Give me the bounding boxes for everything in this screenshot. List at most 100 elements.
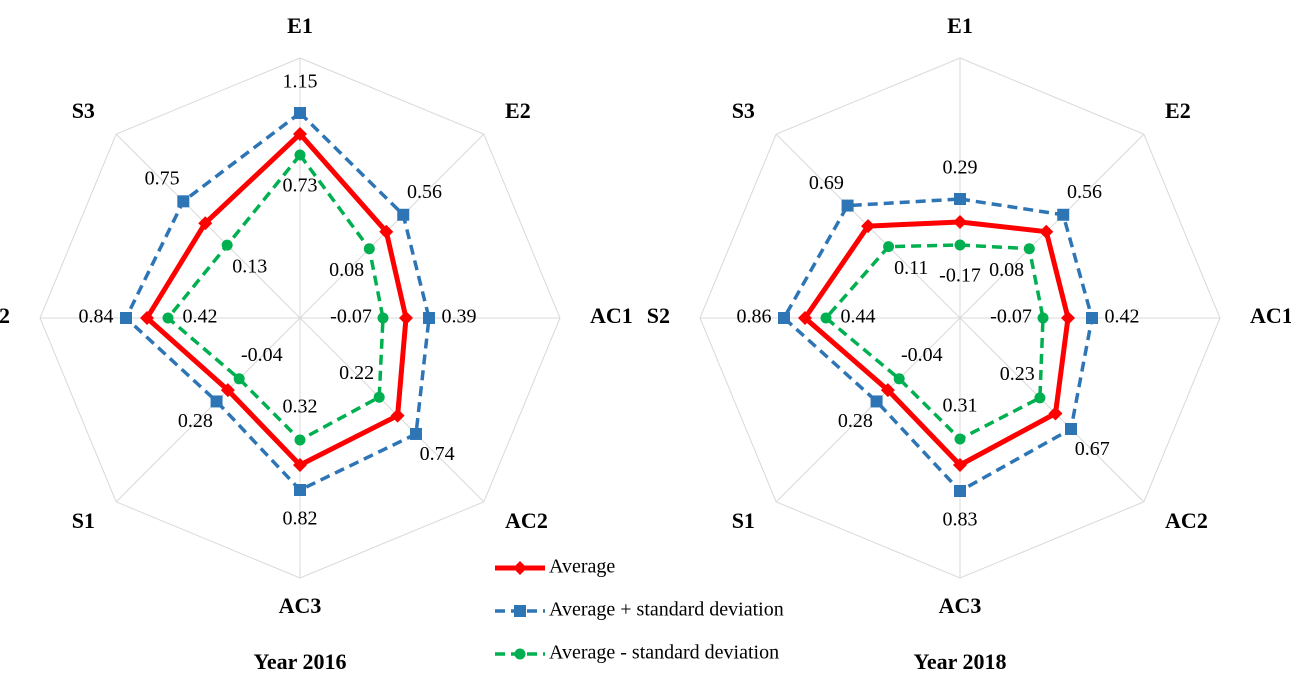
value-label: 0.74 [420,443,455,465]
value-label: 0.28 [838,410,873,432]
value-label: 0.56 [1067,181,1102,203]
marker [379,224,394,239]
value-label: 0.11 [894,257,928,279]
marker [293,458,307,472]
marker [798,311,812,325]
marker [883,241,895,253]
marker [841,199,854,212]
category-label: S2 [0,303,10,328]
marker [294,484,306,496]
value-label: 0.42 [1105,306,1140,328]
value-label: 0.67 [1075,438,1110,460]
marker [399,311,413,325]
marker [210,395,223,408]
category-label: AC2 [505,508,548,533]
marker [1023,243,1035,255]
category-label: E1 [947,13,973,38]
marker [423,312,435,324]
category-label: S3 [732,98,755,123]
legend-label: Average [549,556,615,578]
value-label: 0.08 [989,259,1024,281]
value-label: 0.32 [283,396,318,418]
marker [294,149,306,161]
marker [140,311,154,325]
marker [390,408,405,423]
value-label: 0.29 [943,157,978,179]
marker [1061,311,1075,325]
marker [954,433,966,445]
marker [120,312,132,324]
marker [1086,312,1098,324]
marker [221,239,233,251]
marker [1034,392,1046,404]
marker [198,216,213,231]
marker [954,193,966,205]
category-label: E2 [505,98,531,123]
legend-marker [513,561,527,575]
value-label: -0.07 [330,306,372,328]
marker [893,373,905,385]
spoke [775,317,961,503]
outer-ring [39,57,561,579]
category-label: AC3 [279,593,322,618]
marker [778,312,790,324]
category-label: E2 [1165,98,1191,123]
value-label: 0.31 [943,395,978,417]
value-label: -0.04 [901,344,943,366]
marker [1048,406,1063,421]
marker [293,127,307,141]
value-label: 0.22 [339,362,374,384]
value-label: 0.23 [1000,363,1035,385]
value-label: 0.83 [943,509,978,531]
marker [1039,224,1054,239]
value-label: 0.44 [841,306,876,328]
value-label: -0.07 [990,306,1032,328]
value-label: 0.08 [329,259,364,281]
category-label: AC2 [1165,508,1208,533]
marker [162,312,174,324]
marker [1057,208,1070,221]
value-label: 0.28 [178,410,213,432]
marker [1065,423,1078,436]
value-label: 0.84 [79,306,114,328]
value-label: 1.15 [283,71,318,93]
value-label: 0.42 [183,306,218,328]
legend-label: Average + standard deviation [549,599,784,621]
chart-title: Year 2016 [253,649,346,674]
value-label: 0.86 [737,306,772,328]
spoke [299,133,485,319]
marker [294,434,306,446]
value-label: -0.17 [939,265,981,287]
marker [363,243,375,255]
legend-label: Average - standard deviation [549,642,779,664]
value-label: 0.39 [442,306,477,328]
marker [177,195,190,208]
chart-title: Year 2018 [913,649,1006,674]
marker [409,427,422,440]
series-line [166,153,385,442]
legend-marker [514,605,526,617]
marker [880,383,895,398]
marker [861,219,876,234]
marker [233,373,245,385]
category-label: S2 [647,303,670,328]
marker [953,458,967,472]
category-label: AC3 [939,593,982,618]
marker [820,312,832,324]
category-label: S1 [72,508,95,533]
spoke [959,133,1145,319]
category-label: S3 [72,98,95,123]
value-label: 0.75 [145,168,180,190]
category-label: AC1 [1250,303,1291,328]
value-label: 0.13 [232,255,267,277]
marker [294,107,306,119]
value-label: 0.56 [407,181,442,203]
marker [954,239,966,251]
marker [1037,312,1049,324]
marker [397,208,410,221]
marker [870,395,883,408]
marker [373,391,385,403]
spoke [299,317,485,503]
category-label: S1 [732,508,755,533]
spoke [115,317,301,503]
